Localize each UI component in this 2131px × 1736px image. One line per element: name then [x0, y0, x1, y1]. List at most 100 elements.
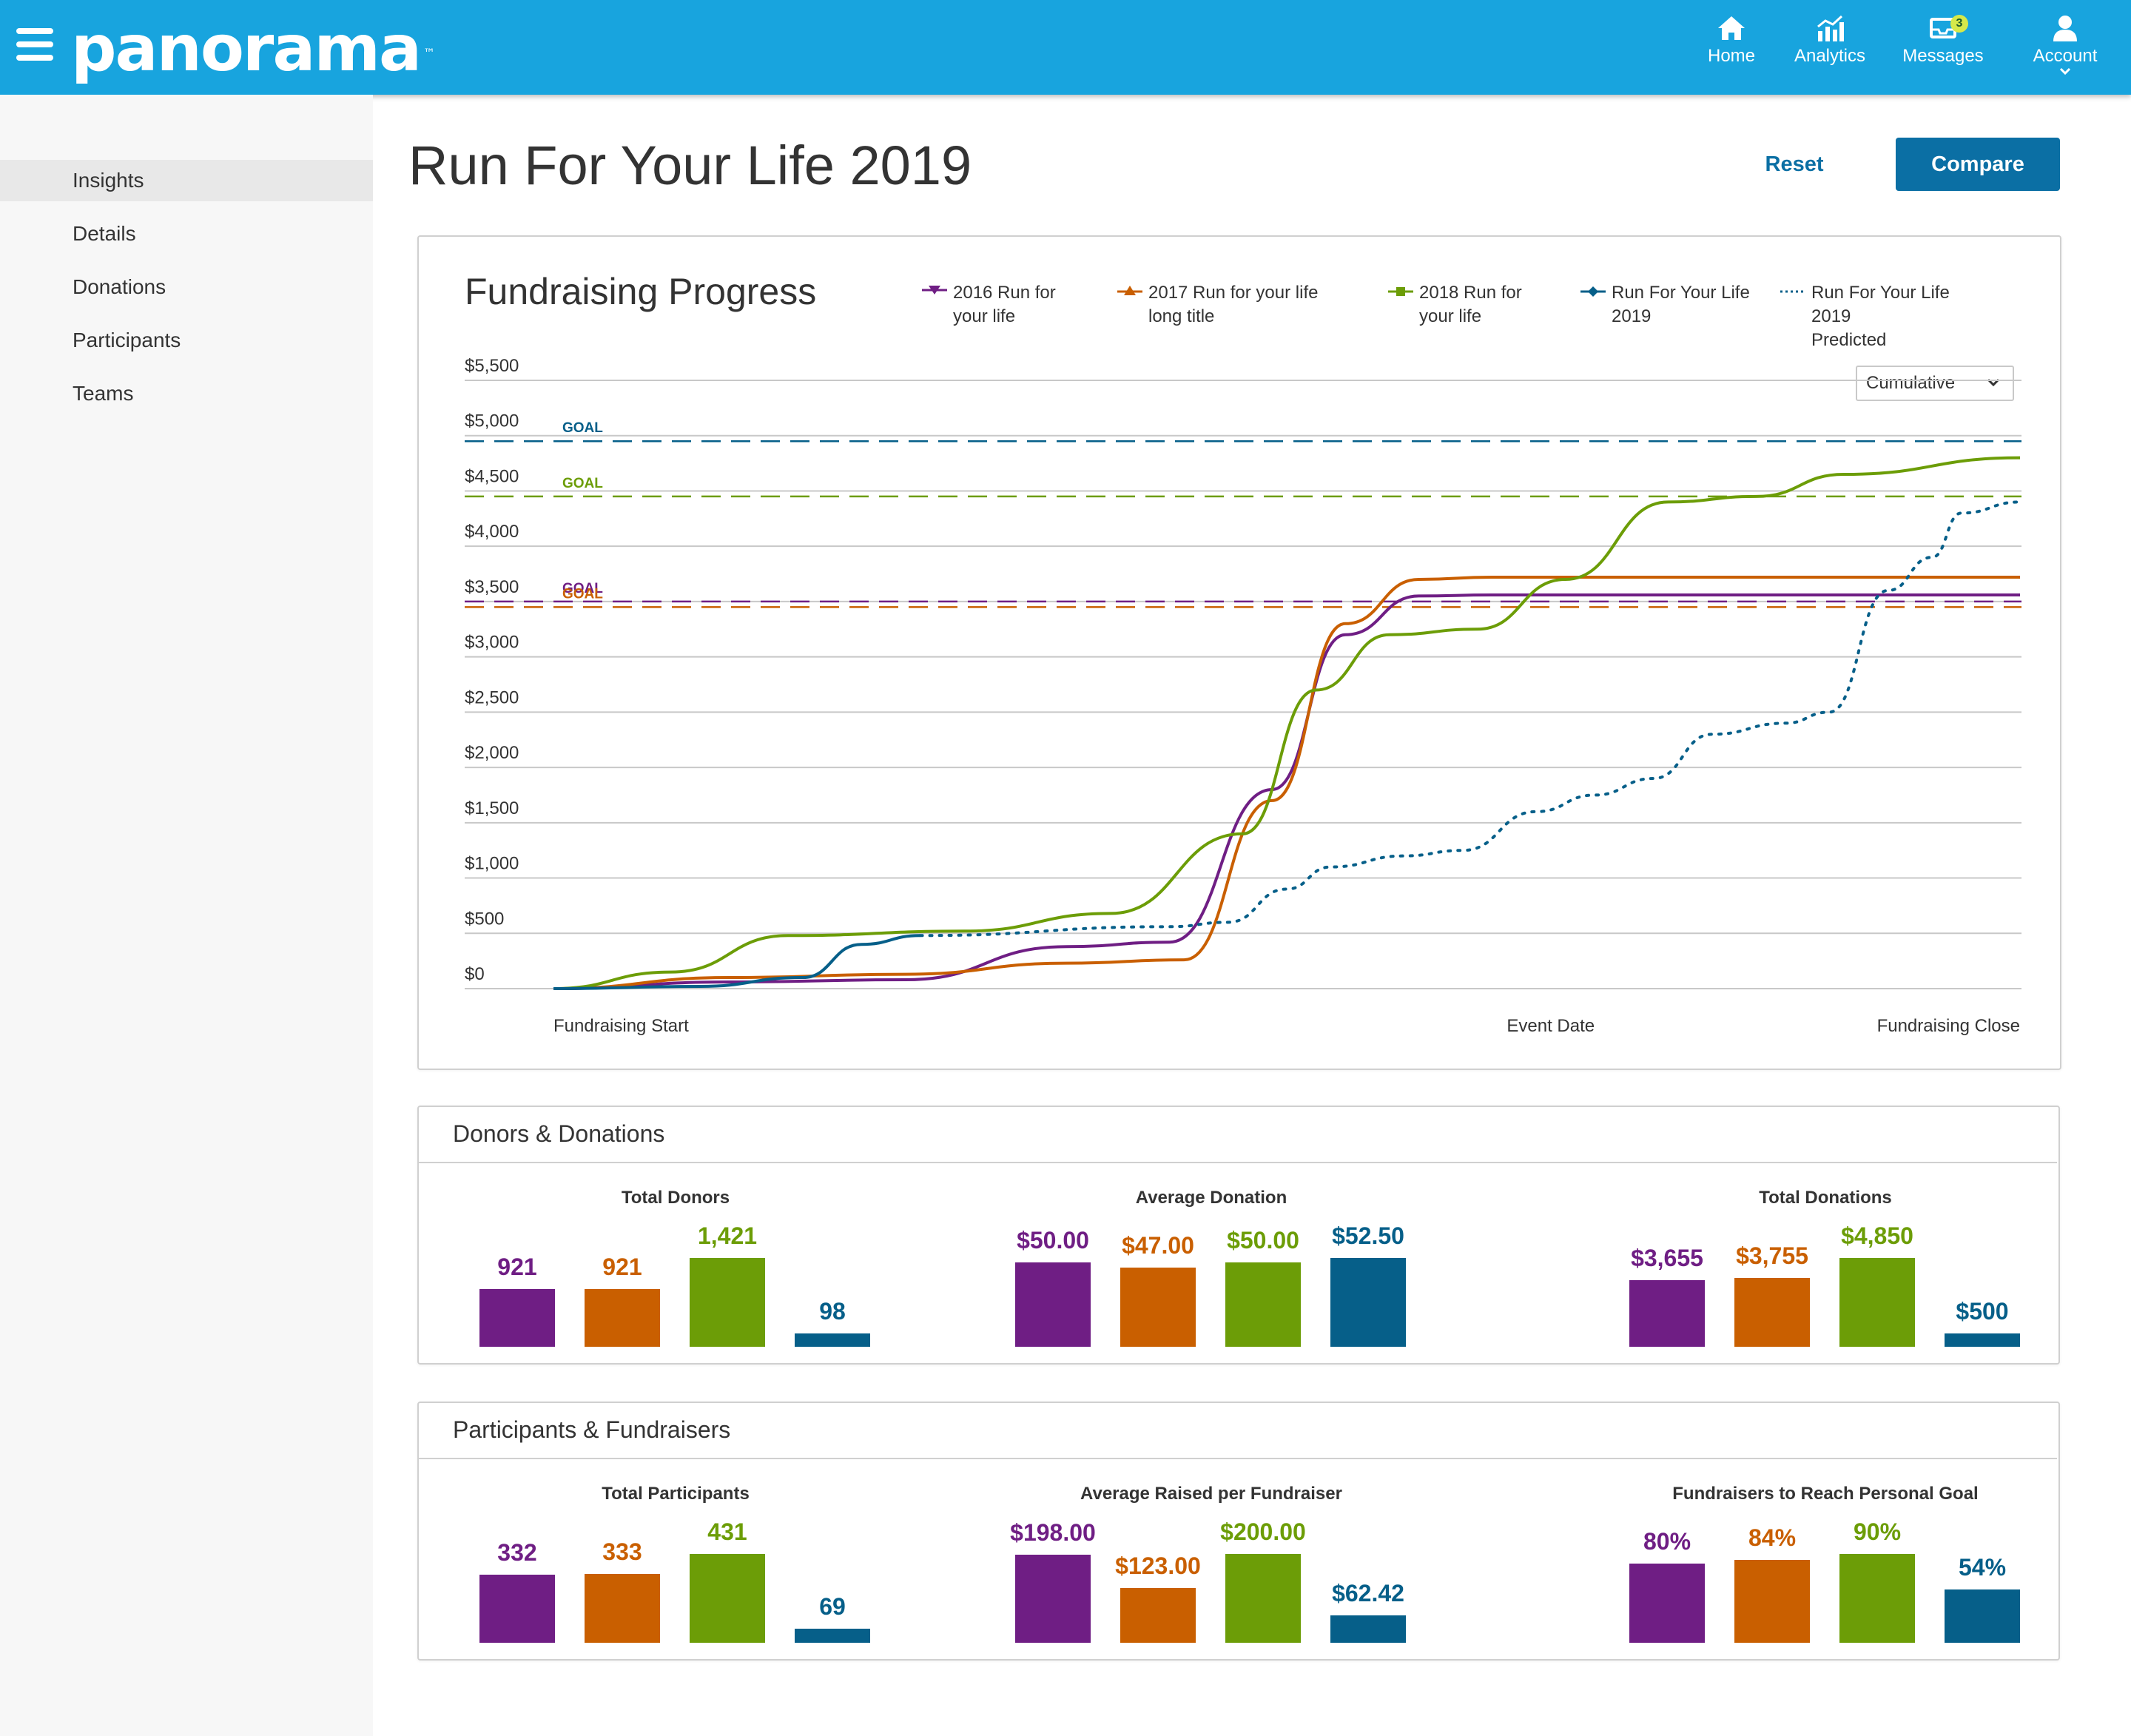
nav-home[interactable]: Home: [1702, 15, 1761, 81]
metric-bar: [1330, 1258, 1406, 1347]
bar-value-label: $3,755: [1736, 1242, 1808, 1269]
goal-label: GOAL: [562, 581, 603, 596]
metric-bar: [690, 1258, 765, 1347]
metric-bar: [1330, 1615, 1406, 1643]
bar-value-label: 98: [819, 1298, 846, 1325]
metric-bar: [690, 1554, 765, 1643]
metric-title: Total Donations: [1759, 1188, 1892, 1208]
y-tick-label: $5,500: [465, 356, 519, 376]
metric-title: Fundraisers to Reach Personal Goal: [1672, 1484, 1979, 1504]
legend-label: 2016 Run for your life: [953, 283, 1056, 326]
cumulative-select[interactable]: Cumulative: [1856, 366, 2014, 401]
legend-marker-dotted-icon: [1780, 290, 1805, 293]
nav-account[interactable]: Account: [2017, 15, 2113, 81]
bar-value-label: 84%: [1748, 1524, 1797, 1551]
messages-badge: 3: [1950, 15, 1968, 33]
legend-marker-diamond-icon: [1580, 286, 1606, 297]
legend-marker-triangle-up-icon: [1117, 286, 1142, 295]
bar-value-label: $200.00: [1220, 1518, 1306, 1545]
metric-bar: [1629, 1280, 1705, 1347]
metric-title: Total Participants: [602, 1484, 750, 1504]
metric-bar: [795, 1333, 870, 1347]
metric-bar: [1945, 1589, 2020, 1643]
x-tick-label: Fundraising Start: [553, 1016, 689, 1036]
metric-bar: [1120, 1268, 1196, 1347]
sidebar-item-participants[interactable]: Participants: [0, 320, 373, 361]
y-tick-label: $1,500: [465, 798, 519, 818]
metric-bar: [1225, 1262, 1301, 1347]
logo-text: panorama: [71, 12, 422, 86]
sidebar-item-insights[interactable]: Insights: [0, 160, 373, 201]
top-header: panorama ™ Home Analytics 3 Messages Acco…: [0, 0, 2131, 95]
sidebar-item-label: Teams: [73, 382, 134, 405]
bar-value-label: $500: [1956, 1298, 2009, 1325]
bar-value-label: 1,421: [697, 1222, 758, 1249]
y-tick-label: $1,000: [465, 854, 519, 874]
metric-bar: [585, 1289, 660, 1347]
nav-account-label: Account: [2017, 46, 2113, 75]
chevron-down-icon: [2059, 67, 2071, 75]
sidebar: Insights Details Donations Participants …: [0, 95, 373, 1736]
y-tick-label: $3,500: [465, 577, 519, 597]
bar-value-label: 921: [602, 1254, 642, 1280]
sidebar-item-label: Insights: [73, 169, 144, 192]
bar-value-label: 69: [819, 1593, 846, 1620]
metric-bar: [1839, 1554, 1915, 1643]
sidebar-item-donations[interactable]: Donations: [0, 266, 373, 308]
y-tick-label: $4,500: [465, 466, 519, 486]
bar-value-label: 90%: [1853, 1518, 1902, 1545]
menu-icon[interactable]: [16, 28, 53, 64]
bar-value-label: 921: [497, 1254, 537, 1280]
series-line: [918, 500, 2021, 938]
bar-value-label: 333: [602, 1538, 642, 1565]
participants-fundraisers-title: Participants & Fundraisers: [453, 1416, 731, 1443]
y-tick-label: $4,000: [465, 522, 519, 542]
series-line: [553, 456, 2021, 990]
metric-bar: [1839, 1258, 1915, 1347]
goal-label: GOAL: [562, 476, 603, 491]
series-line: [553, 934, 920, 990]
compare-button[interactable]: Compare: [1896, 138, 2060, 191]
home-icon: [1718, 16, 1745, 40]
legend-label: 2018 Run for your life: [1419, 283, 1522, 326]
metric-bar: [1225, 1554, 1301, 1643]
metric-bar: [479, 1289, 555, 1347]
y-tick-label: $2,000: [465, 743, 519, 763]
metric-bar: [1734, 1560, 1810, 1643]
y-tick-label: $5,000: [465, 411, 519, 431]
metric-bar: [585, 1574, 660, 1643]
reset-button[interactable]: Reset: [1739, 136, 1850, 192]
fundraising-progress-card: [417, 235, 2061, 1070]
nav-analytics[interactable]: Analytics: [1789, 15, 1871, 81]
metric-title: Average Donation: [1135, 1188, 1287, 1208]
bar-value-label: $4,850: [1841, 1222, 1913, 1249]
bar-value-label: 431: [707, 1518, 747, 1545]
y-tick-label: $0: [465, 964, 485, 984]
goal-label: GOAL: [562, 420, 603, 436]
legend-marker-square-icon: [1388, 287, 1413, 296]
metric-bar: [795, 1629, 870, 1643]
sidebar-item-label: Participants: [73, 329, 181, 351]
nav-analytics-label: Analytics: [1794, 46, 1866, 66]
page-title: Run For Your Life 2019: [408, 135, 972, 196]
bar-value-label: $62.42: [1332, 1580, 1404, 1607]
nav-messages[interactable]: 3 Messages: [1900, 15, 1986, 81]
account-icon: [2053, 16, 2077, 41]
sidebar-item-teams[interactable]: Teams: [0, 373, 373, 414]
x-tick-label: Fundraising Close: [1877, 1016, 2020, 1036]
metric-bar: [1015, 1262, 1091, 1347]
sidebar-item-details[interactable]: Details: [0, 213, 373, 255]
legend-label: 2017 Run for your life long title: [1148, 283, 1319, 326]
section-divider: [419, 1162, 2057, 1163]
bar-value-label: 54%: [1958, 1554, 2007, 1581]
y-tick-label: $2,500: [465, 687, 519, 707]
bar-value-label: $50.00: [1017, 1227, 1089, 1254]
metric-bar: [1120, 1588, 1196, 1643]
bar-value-label: $47.00: [1122, 1232, 1194, 1259]
bar-value-label: $50.00: [1227, 1227, 1299, 1254]
metric-bar: [1945, 1333, 2020, 1347]
y-tick-label: $500: [465, 909, 504, 929]
sidebar-item-label: Donations: [73, 275, 166, 298]
panorama-logo[interactable]: panorama ™: [71, 13, 435, 84]
metric-title: Total Donors: [621, 1188, 730, 1208]
